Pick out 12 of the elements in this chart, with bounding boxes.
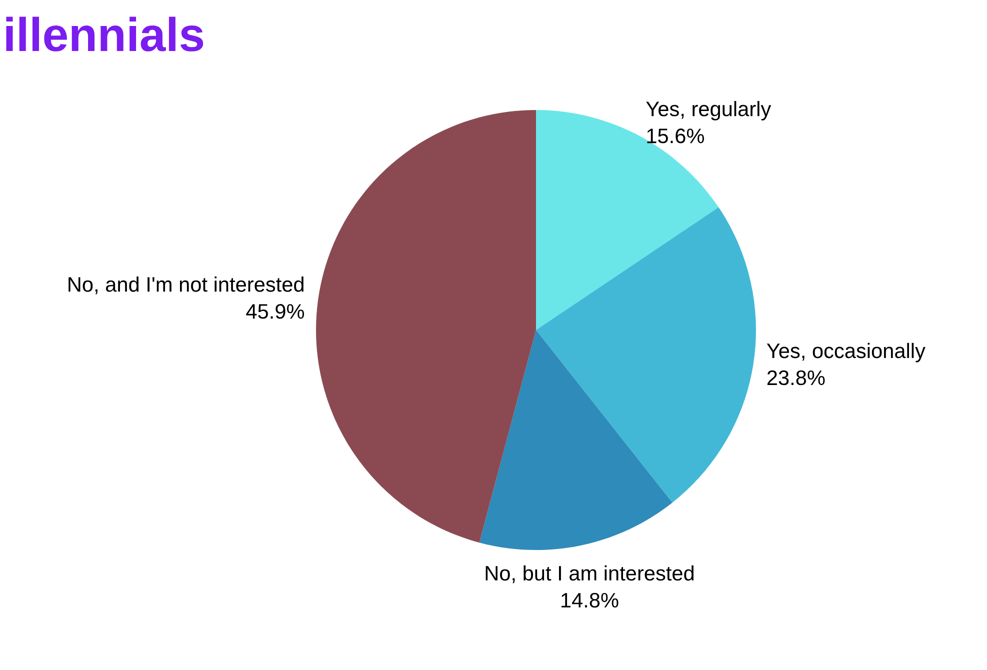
slice-label: Yes, regularly bbox=[646, 101, 772, 120]
slice-label: Yes, occasionally bbox=[766, 342, 926, 362]
pie-slice bbox=[479, 330, 672, 550]
chart-title: illennials bbox=[6, 16, 204, 52]
data-label: 23.8% bbox=[767, 370, 825, 386]
data-label: 45.9% bbox=[246, 304, 304, 319]
pie-slice bbox=[536, 207, 756, 503]
pie-slice bbox=[316, 110, 536, 543]
data-label: 15.6% bbox=[647, 128, 704, 144]
data-label: 14.8% bbox=[562, 592, 618, 608]
slice-label: No, and I'm not interested bbox=[68, 276, 304, 294]
slice-label: No, but I am interested bbox=[486, 565, 694, 584]
